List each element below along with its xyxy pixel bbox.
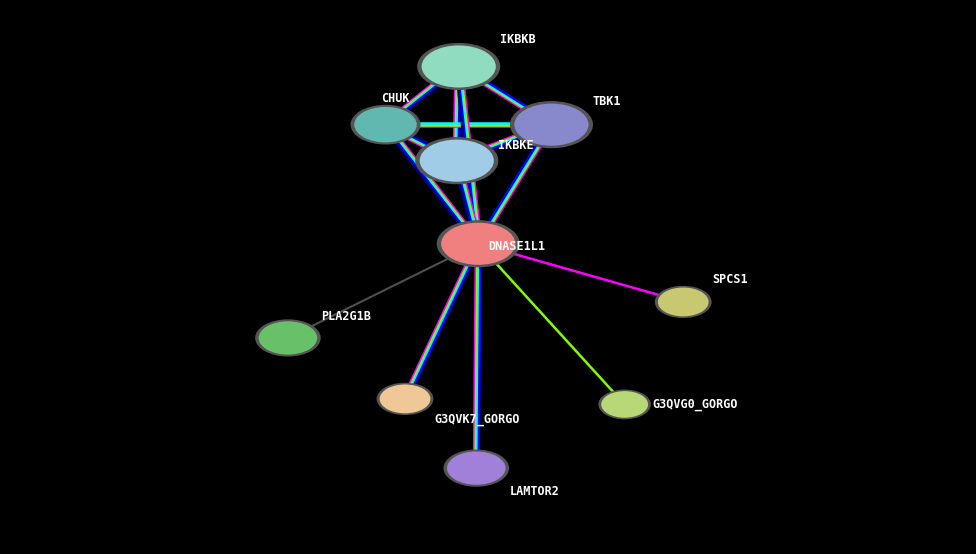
Circle shape	[447, 452, 506, 485]
Text: PLA2G1B: PLA2G1B	[321, 310, 371, 324]
Circle shape	[509, 101, 593, 148]
Circle shape	[415, 137, 499, 184]
Circle shape	[441, 223, 515, 265]
Circle shape	[514, 104, 589, 146]
Text: TBK1: TBK1	[592, 95, 621, 108]
Circle shape	[350, 105, 421, 145]
Text: CHUK: CHUK	[381, 91, 409, 105]
Text: LAMTOR2: LAMTOR2	[509, 485, 559, 498]
Text: IKBKE: IKBKE	[498, 138, 534, 152]
Circle shape	[658, 288, 709, 316]
Circle shape	[443, 449, 509, 487]
Text: G3QVG0_GORGO: G3QVG0_GORGO	[652, 398, 738, 411]
Circle shape	[436, 220, 520, 268]
Circle shape	[655, 286, 712, 318]
Circle shape	[422, 45, 496, 88]
Circle shape	[354, 107, 417, 142]
Text: SPCS1: SPCS1	[712, 273, 749, 286]
Text: IKBKB: IKBKB	[500, 33, 536, 47]
Circle shape	[377, 383, 433, 415]
Circle shape	[598, 389, 651, 419]
Circle shape	[601, 391, 648, 418]
Circle shape	[420, 140, 494, 182]
Text: DNASE1L1: DNASE1L1	[488, 240, 545, 253]
Circle shape	[417, 43, 501, 90]
Circle shape	[255, 319, 321, 357]
Circle shape	[380, 384, 430, 413]
Circle shape	[259, 321, 317, 355]
Text: G3QVK7_GORGO: G3QVK7_GORGO	[434, 413, 520, 427]
